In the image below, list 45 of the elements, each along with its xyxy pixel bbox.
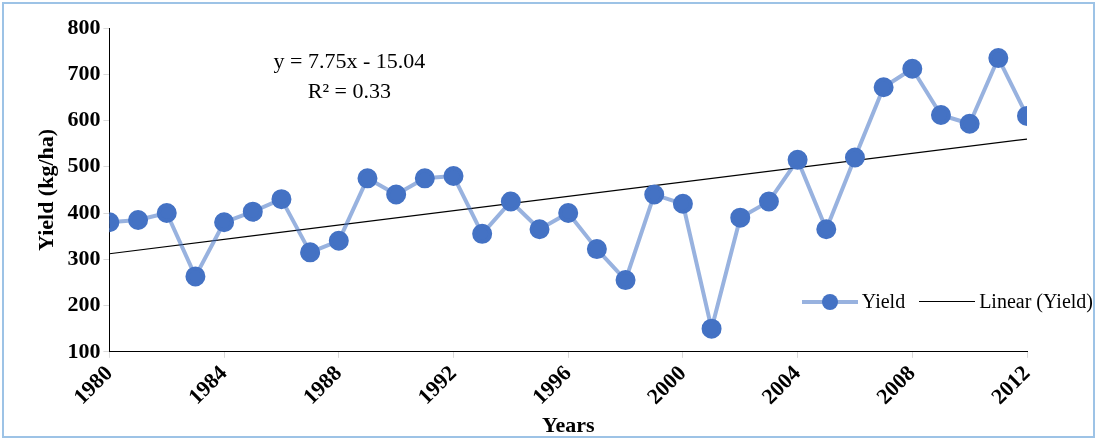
point <box>242 201 263 222</box>
point <box>185 266 206 287</box>
point <box>844 147 865 168</box>
point <box>930 104 951 125</box>
point <box>615 270 636 291</box>
y-tick-label: 400 <box>67 198 101 224</box>
point <box>529 219 550 240</box>
point <box>816 219 837 240</box>
annotation: R² = 0.33 <box>307 78 391 103</box>
y-tick-label: 600 <box>67 106 101 132</box>
point <box>902 58 923 79</box>
point <box>644 184 665 205</box>
point <box>558 203 579 224</box>
y-tick-label: 300 <box>67 244 101 270</box>
legend-label: Yield <box>861 290 906 313</box>
legend-label: Linear (Yield) <box>979 290 1093 313</box>
point <box>586 239 607 260</box>
point <box>959 113 980 134</box>
point <box>787 149 808 170</box>
point <box>128 209 149 230</box>
point <box>472 223 493 244</box>
point <box>328 230 349 251</box>
point <box>672 193 693 214</box>
point <box>386 184 407 205</box>
y-tick-label: 700 <box>67 59 101 85</box>
point <box>357 168 378 189</box>
point <box>156 203 177 224</box>
point <box>443 166 464 187</box>
point <box>214 212 235 233</box>
y-tick-label: 100 <box>67 337 101 363</box>
y-tick-label: 200 <box>67 291 101 317</box>
y-tick-label: 500 <box>67 152 101 178</box>
annotation: y = 7.75x - 15.04 <box>273 48 426 73</box>
point <box>271 189 292 210</box>
point <box>758 191 779 212</box>
x-axis-title: Years <box>541 412 595 438</box>
y-tick-label: 800 <box>67 13 101 39</box>
point <box>701 318 722 339</box>
point <box>414 168 435 189</box>
point <box>500 191 521 212</box>
point <box>873 77 894 98</box>
point <box>730 207 751 228</box>
point <box>988 48 1009 69</box>
y-axis-title: Yield (kg/ha) <box>32 128 58 251</box>
point <box>300 242 321 263</box>
